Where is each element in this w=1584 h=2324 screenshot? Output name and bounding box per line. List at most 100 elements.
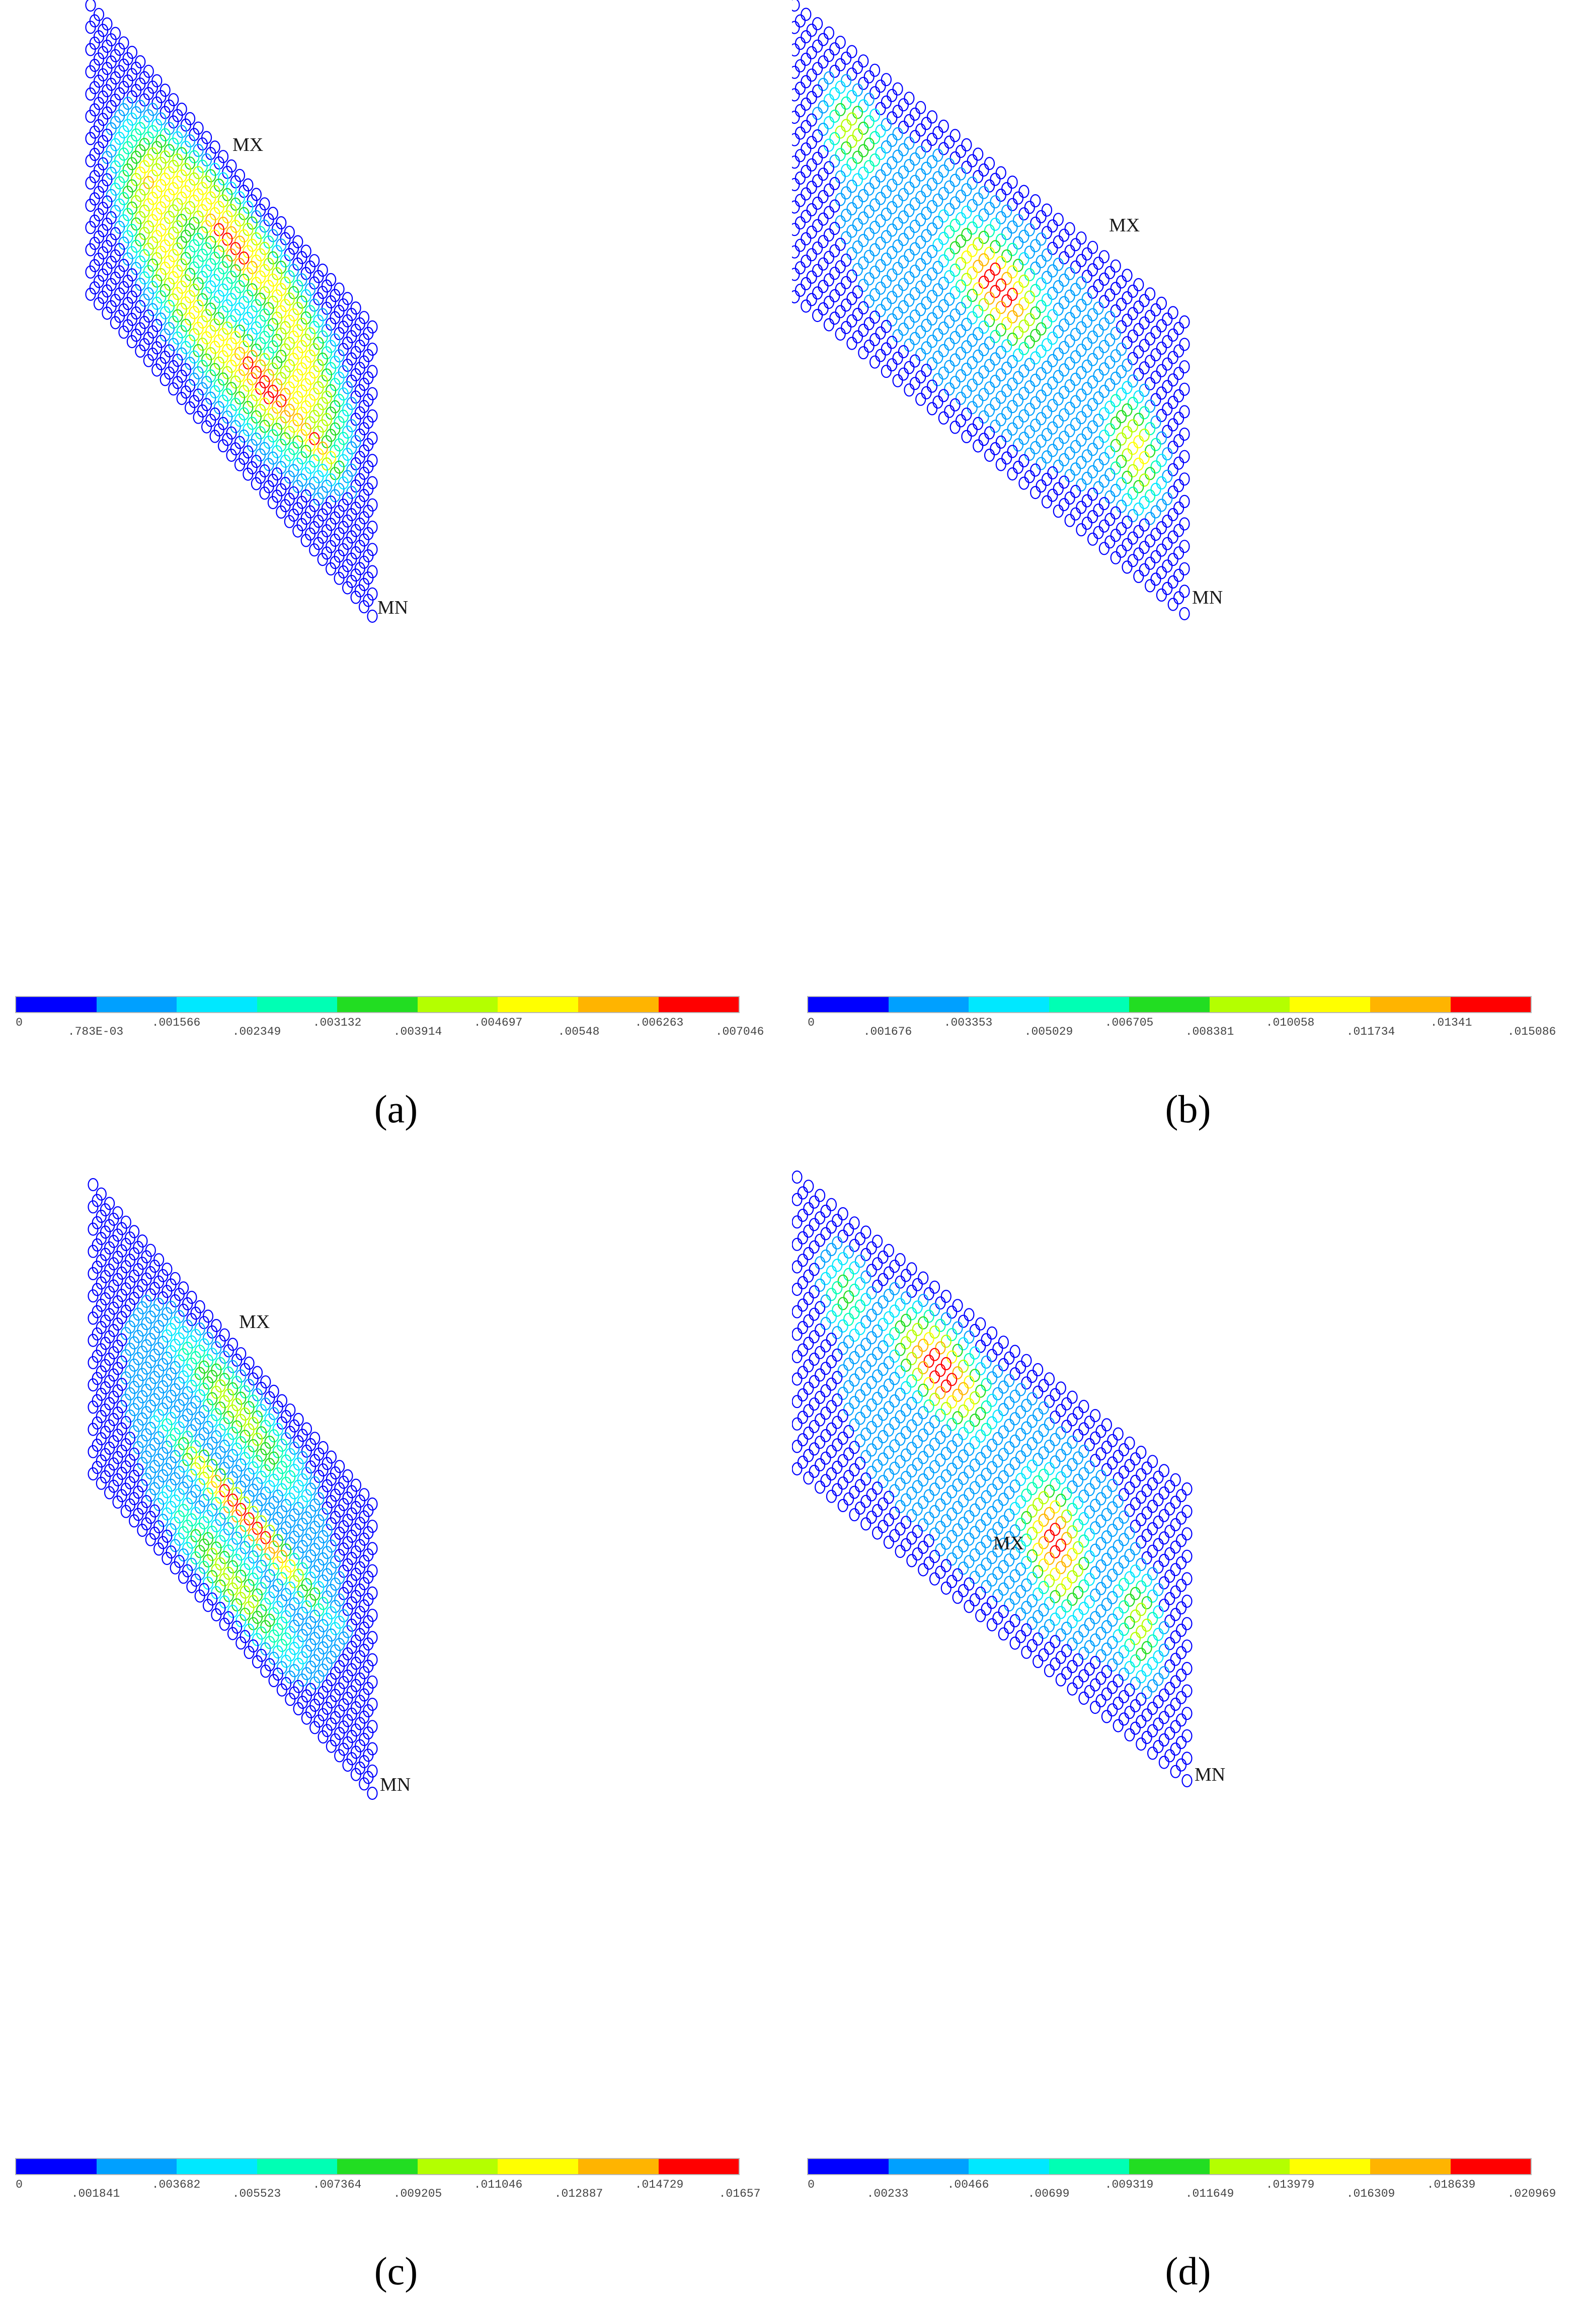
mesh-cell <box>1133 390 1144 404</box>
mesh-cell <box>946 1440 958 1454</box>
mesh-cell <box>1150 393 1161 406</box>
mesh-cell <box>969 1593 980 1607</box>
mesh-cell <box>1170 1697 1181 1711</box>
mesh-cell <box>1072 1473 1084 1487</box>
legend-color-cell <box>969 2159 1049 2174</box>
mesh-cell <box>869 86 881 100</box>
mesh-cell <box>1050 1590 1061 1604</box>
mesh-cell <box>1044 1641 1055 1655</box>
legend-colorbar <box>807 996 1532 1013</box>
mesh-cell <box>975 1474 986 1488</box>
mesh-cell <box>792 133 800 146</box>
mesh-cell <box>938 119 949 133</box>
mesh-cell <box>1175 1691 1187 1704</box>
mesh-cell <box>1026 1527 1038 1540</box>
mesh-cell <box>1081 337 1092 351</box>
legend-color-cell <box>1450 997 1531 1012</box>
mesh-cell <box>806 68 817 82</box>
mesh-cell <box>359 1777 370 1791</box>
mesh-cell <box>837 1386 848 1400</box>
mesh-cell <box>1141 1708 1152 1722</box>
mesh-cell <box>1153 1583 1164 1596</box>
mesh-cell <box>251 477 262 490</box>
mesh-cell <box>918 1271 929 1285</box>
mesh-cell <box>878 1363 889 1376</box>
mesh-cell <box>1084 1640 1095 1653</box>
mesh-cell <box>1033 1542 1044 1556</box>
mesh-cell <box>1110 371 1121 385</box>
mesh-cell <box>923 1332 934 1346</box>
mesh-cell <box>866 1241 877 1255</box>
mesh-cell <box>1158 1643 1170 1657</box>
mesh-cell <box>1036 300 1047 313</box>
mesh-cell <box>1044 1664 1055 1678</box>
mesh-cell <box>1147 1522 1158 1536</box>
mesh-cell <box>923 1422 934 1435</box>
mesh-cell <box>1170 1496 1181 1509</box>
mesh-cell <box>1147 1589 1158 1603</box>
mesh-cell <box>858 144 869 157</box>
mesh-cell <box>829 42 840 56</box>
mesh-cell <box>949 263 961 277</box>
mesh-cell <box>938 209 949 223</box>
mesh-cell <box>1081 517 1092 530</box>
mesh-cell <box>1104 266 1116 280</box>
mesh-cell <box>967 378 978 392</box>
mesh-cell <box>88 1244 99 1258</box>
mesh-cell <box>1055 1628 1066 1642</box>
mesh-cell <box>860 1427 872 1441</box>
mesh-cell <box>1033 1385 1044 1399</box>
mesh-cell <box>935 1498 946 1512</box>
mesh-cell <box>958 1427 969 1440</box>
mesh-cell <box>961 385 972 398</box>
legend-color-cell <box>337 997 418 1012</box>
mesh-cell <box>1033 1475 1044 1489</box>
mesh-cell <box>1084 1595 1095 1609</box>
mesh-cell <box>918 1316 929 1330</box>
mesh-cell <box>892 262 903 275</box>
max-marker-label: MX <box>239 1311 270 1333</box>
mesh-cell <box>1001 339 1012 353</box>
mesh-cell <box>1164 1659 1175 1673</box>
mesh-cell <box>85 0 96 12</box>
mesh-cell <box>866 1376 877 1389</box>
mesh-cell <box>1018 364 1029 378</box>
mesh-cell <box>1141 1529 1152 1542</box>
mesh-cell <box>998 1336 1009 1349</box>
mesh-cell <box>909 377 920 390</box>
mesh-cell <box>946 1305 958 1319</box>
mesh-cell <box>823 116 835 130</box>
mesh-cell <box>854 1367 865 1380</box>
mesh-cell <box>990 329 1001 344</box>
mesh-cell <box>995 413 1006 427</box>
mesh-cell <box>932 350 943 364</box>
mesh-cell <box>209 430 220 443</box>
mesh-cell <box>935 1521 946 1534</box>
mesh-cell <box>883 1468 894 1482</box>
mesh-cell <box>170 1561 181 1574</box>
mesh-cell <box>792 1215 803 1229</box>
mesh-cell <box>946 1350 958 1364</box>
mesh-cell <box>866 1421 877 1434</box>
mesh-cell <box>797 1321 808 1335</box>
mesh-cell <box>792 111 800 124</box>
mesh-cell <box>1124 1526 1135 1540</box>
mesh-cell <box>952 1411 963 1425</box>
mesh-cell <box>935 1318 946 1332</box>
mesh-cell <box>843 1425 854 1439</box>
mesh-cell <box>958 1561 969 1575</box>
mesh-cell <box>973 170 984 184</box>
mesh-cell <box>88 1378 99 1392</box>
mesh-cell <box>1026 1459 1038 1473</box>
mesh-cell <box>1098 272 1110 286</box>
mesh-cell <box>1059 228 1070 242</box>
mesh-cell <box>1122 426 1133 439</box>
caption-d: (d) <box>1165 2249 1211 2293</box>
mesh-cell <box>358 600 370 614</box>
mesh-cell <box>826 1400 837 1414</box>
caption-a: (a) <box>374 1087 418 1131</box>
mesh-cell <box>1026 1437 1038 1451</box>
mesh-cell <box>860 1315 872 1329</box>
mesh-cell <box>823 273 835 287</box>
mesh-cell <box>837 1252 848 1266</box>
